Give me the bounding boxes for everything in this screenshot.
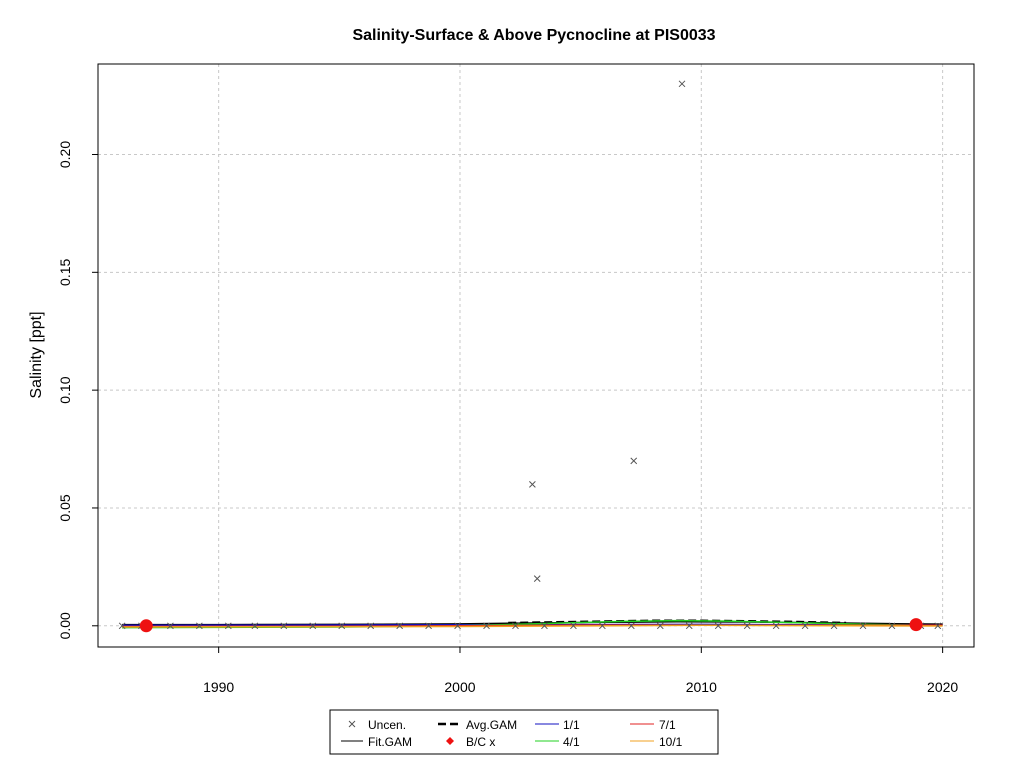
y-axis-label: Salinity [ppt] — [28, 311, 45, 398]
uncensored-point — [570, 622, 577, 630]
series-lines — [122, 619, 943, 629]
grid — [98, 64, 974, 647]
uncensored-point — [599, 622, 606, 630]
legend-box — [329, 709, 719, 755]
uncensored-point — [630, 457, 638, 465]
uncensored-point — [743, 622, 751, 630]
uncensored-point — [196, 622, 203, 630]
uncensored-point — [656, 622, 664, 630]
bc-point — [139, 619, 153, 633]
uncensored-point — [454, 622, 461, 630]
legend-label-avg-gam: Avg.GAM — [466, 718, 517, 732]
uncensored-point — [309, 622, 317, 630]
uncensored-point — [627, 622, 635, 630]
uncensored-point — [859, 622, 867, 630]
uncensored-point — [888, 622, 896, 630]
uncensored-point — [685, 622, 693, 630]
series-line-10-1 — [122, 624, 943, 628]
legend-label-fit-gam: Fit.GAM — [368, 735, 412, 749]
axes: 1990 2000 2010 2020 0.00 0.05 0.10 0.15 0.20 — [57, 141, 958, 695]
legend-label-1-1: 1/1 — [563, 718, 580, 732]
x-tick-label: 2000 — [444, 679, 475, 695]
uncensored-point — [367, 622, 375, 630]
y-tick-label: 0.10 — [57, 376, 73, 403]
data-points — [118, 80, 942, 633]
uncensored-point — [224, 622, 232, 630]
legend-label-4-1: 4/1 — [563, 735, 580, 749]
uncensored-point — [801, 622, 809, 630]
uncensored-point — [338, 622, 346, 630]
legend: Uncen. Avg.GAM 1/1 7/1 Fit.GAM B/C x 4/1… — [329, 709, 719, 755]
y-tick-label: 0.05 — [57, 494, 73, 521]
uncensored-point — [512, 622, 519, 630]
uncensored-point — [280, 622, 288, 630]
uncensored-point — [678, 80, 686, 88]
uncensored-point — [529, 481, 536, 488]
uncensored-point — [541, 622, 548, 630]
y-tick-label: 0.20 — [57, 141, 73, 168]
legend-label-uncen: Uncen. — [368, 718, 406, 732]
legend-label-10-1: 10/1 — [659, 735, 683, 749]
uncensored-point — [714, 622, 722, 630]
legend-label-7-1: 7/1 — [659, 718, 676, 732]
uncensored-point — [396, 622, 404, 630]
red-diamond-icon — [446, 737, 454, 745]
uncensored-point — [118, 622, 126, 630]
y-tick-label: 0.15 — [57, 258, 73, 285]
x-tick-label: 2010 — [686, 679, 717, 695]
x-marker-icon — [348, 720, 356, 728]
legend-label-bc: B/C x — [466, 735, 495, 749]
plot-frame — [97, 63, 975, 648]
uncensored-point — [830, 622, 838, 630]
y-tick-label: 0.00 — [57, 612, 73, 639]
uncensored-point — [772, 622, 780, 630]
bc-point — [909, 618, 923, 632]
uncensored-point — [251, 622, 259, 630]
uncensored-point — [934, 622, 942, 630]
uncensored-point — [425, 622, 432, 630]
x-tick-label: 2020 — [927, 679, 958, 695]
uncensored-point — [167, 622, 174, 630]
uncensored-point — [533, 575, 541, 583]
uncensored-point — [483, 622, 490, 630]
chart-title: Salinity-Surface & Above Pycnocline at P… — [352, 27, 715, 44]
x-tick-label: 1990 — [203, 679, 234, 695]
